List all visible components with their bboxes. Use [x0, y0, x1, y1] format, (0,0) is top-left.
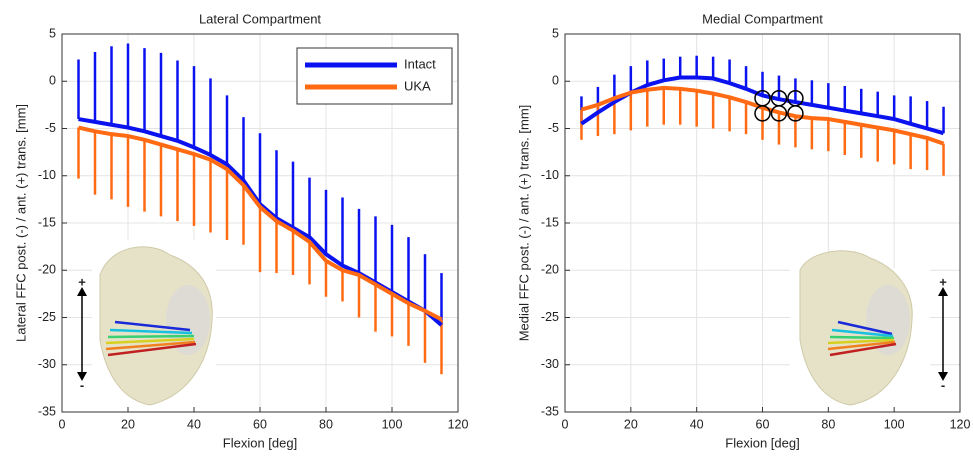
y-tick-label: -15	[541, 215, 559, 229]
y-tick-label: 5	[49, 26, 56, 40]
x-tick-label: 20	[624, 417, 638, 431]
data-layer	[61, 33, 459, 413]
y-tick-label: -10	[38, 168, 56, 182]
axes-bundle	[827, 320, 897, 357]
x-tick-label: 100	[382, 417, 403, 431]
x-tick-label: 40	[690, 417, 704, 431]
y-tick-label: -15	[38, 215, 56, 229]
chart-title: Medial Compartment	[702, 11, 823, 26]
x-tick-label: 120	[950, 417, 971, 431]
y-tick-label: -35	[38, 404, 56, 418]
y-tick-label: -5	[45, 121, 56, 135]
axes-bundle	[105, 320, 197, 357]
x-tick-label: 120	[448, 417, 469, 431]
significance-marker	[754, 105, 771, 122]
significance-marker	[770, 105, 788, 122]
inset-plus: +	[78, 274, 86, 289]
y-tick-label: 5	[552, 26, 559, 40]
inset-medial	[790, 250, 948, 410]
x-axis-label: Flexion [deg]	[725, 435, 799, 450]
y-tick-label: -25	[541, 310, 559, 324]
series-line	[580, 75, 945, 136]
significance-marker	[787, 105, 804, 122]
y-tick-label: 0	[49, 74, 56, 88]
inset-lateral	[77, 240, 216, 410]
x-axis-label: Flexion [deg]	[223, 435, 297, 450]
y-axis-label: Medial FFC post. (-) / ant. (+) trans. […	[516, 105, 531, 342]
x-tick-label: 20	[121, 417, 135, 431]
inset-plus: +	[939, 274, 947, 289]
y-tick-label: -20	[541, 263, 559, 277]
series-line	[580, 85, 945, 146]
x-tick-label: 80	[821, 417, 835, 431]
x-tick-label: 60	[253, 417, 267, 431]
y-tick-label: -25	[38, 310, 56, 324]
y-tick-label: -30	[38, 357, 56, 371]
x-tick-label: 80	[319, 417, 333, 431]
series-line	[78, 125, 443, 322]
x-tick-label: 40	[187, 417, 201, 431]
chart-title: Lateral Compartment	[199, 11, 321, 26]
inset-minus: -	[941, 377, 945, 392]
x-tick-label: 60	[756, 417, 770, 431]
y-tick-label: -30	[541, 357, 559, 371]
x-tick-label: 0	[562, 417, 569, 431]
data-layer	[564, 33, 961, 413]
x-tick-label: 100	[884, 417, 905, 431]
inset-minus: -	[80, 377, 84, 392]
y-tick-label: -20	[38, 263, 56, 277]
y-tick-label: 0	[552, 74, 559, 88]
y-tick-label: -10	[541, 168, 559, 182]
cartilage	[166, 285, 210, 355]
y-tick-label: -5	[548, 121, 559, 135]
y-tick-label: -35	[541, 404, 559, 418]
axes-frame	[61, 33, 459, 413]
legend-box	[296, 47, 453, 105]
y-axis-label: Lateral FFC post. (-) / ant. (+) trans. …	[13, 104, 28, 342]
legend-label: UKA	[404, 78, 431, 93]
legend-label: Intact	[404, 56, 436, 71]
axes-frame	[564, 33, 961, 413]
x-tick-label: 0	[59, 417, 66, 431]
